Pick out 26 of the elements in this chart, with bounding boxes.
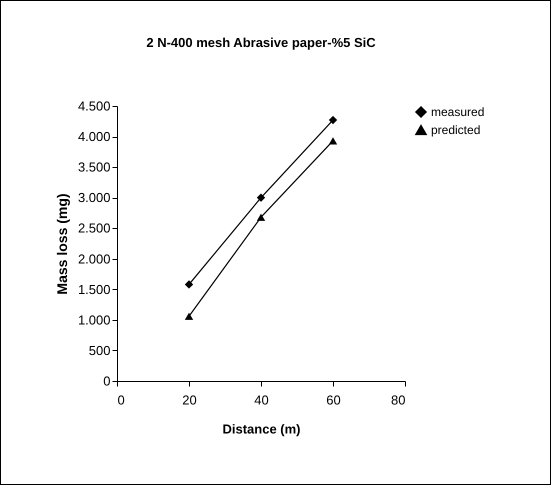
point: [328, 116, 338, 124]
y-tick-label: 2.500: [78, 220, 110, 236]
chart-title: 2 N-400 mesh Abrasive paper-%5 SiC: [146, 35, 376, 50]
x-tick-label: 80: [391, 392, 406, 408]
y-tick-label: 3.500: [78, 160, 110, 175]
y-tick-label: 500: [88, 342, 110, 358]
y-tick-label: 4.500: [78, 98, 110, 114]
legend-label: measured: [431, 105, 484, 119]
y-tick-label: 4.000: [78, 129, 110, 144]
point: [184, 280, 194, 289]
y-tick-label: 1.500: [78, 282, 110, 297]
point: [256, 193, 266, 202]
point: [184, 312, 194, 320]
y-tick-label: 2.000: [78, 251, 110, 266]
point: [328, 137, 338, 144]
x-axis-title: Distance (m): [222, 422, 301, 436]
y-tick-label: 0: [103, 374, 110, 388]
x-tick-label: 20: [182, 392, 197, 408]
x-tick-label: 0: [118, 392, 125, 408]
x-tick-label: 40: [254, 392, 269, 408]
y-axis-title: Mass loss (mg): [54, 193, 70, 295]
x-tick-label: 60: [326, 392, 341, 408]
point: [256, 214, 266, 221]
y-tick-label: 1.000: [78, 312, 110, 328]
legend-label: predicted: [431, 123, 480, 137]
y-tick-label: 3.000: [78, 190, 110, 206]
